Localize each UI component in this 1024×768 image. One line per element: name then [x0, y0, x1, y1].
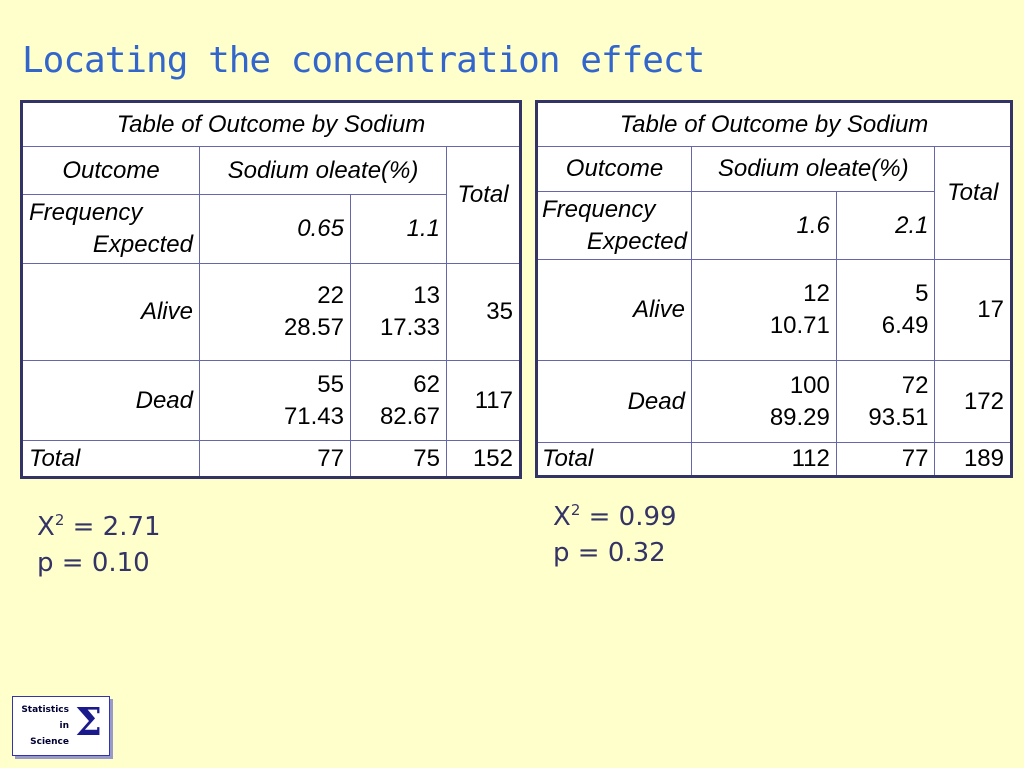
- freq-expected-label: Frequency Expected: [21, 194, 200, 264]
- column-total: 77: [199, 440, 351, 478]
- expected-value: 28.57: [283, 314, 344, 341]
- row-total: 35: [446, 263, 521, 361]
- chi-square-result-1: X2 = 2.71 p = 0.10: [37, 502, 161, 581]
- chi-value: = 0.99: [580, 502, 677, 532]
- chi-square-result-2: X2 = 0.99 p = 0.32: [553, 492, 677, 571]
- table-cell: 100 89.29: [690, 360, 837, 443]
- expected-value: 10.71: [769, 312, 830, 339]
- table-cell: 62 82.67: [350, 360, 447, 441]
- chi-superscript: 2: [54, 511, 65, 529]
- expected-label: Expected: [586, 227, 687, 255]
- column-header: 1.1: [350, 194, 447, 264]
- footer-label: Total: [21, 440, 200, 478]
- table-cell: 13 17.33: [350, 263, 447, 361]
- contingency-table-1: Table of Outcome by Sodium Outcome Sodiu…: [20, 100, 522, 479]
- frequency-value: 55: [317, 370, 344, 398]
- chi-value: = 2.71: [64, 512, 161, 542]
- table-caption: Table of Outcome by Sodium: [536, 101, 1012, 147]
- expected-value: 17.33: [379, 314, 440, 341]
- p-value: p = 0.10: [37, 548, 150, 578]
- table-row: Alive 22 28.57 13 17.33 35: [21, 263, 521, 361]
- frequency-value: 13: [413, 282, 440, 309]
- table-cell: 72 93.51: [835, 360, 936, 443]
- expected-value: 6.49: [881, 312, 929, 339]
- column-header: 2.1: [835, 191, 936, 260]
- contingency-table-2: Table of Outcome by Sodium Outcome Sodiu…: [535, 100, 1013, 478]
- row-total: 172: [934, 360, 1012, 443]
- total-header: Total: [446, 146, 521, 264]
- row-label: Dead: [536, 360, 692, 443]
- column-header: 1.6: [690, 191, 837, 260]
- table-row: Total 112 77 189: [536, 442, 1012, 477]
- statistics-in-science-logo: Statistics in Science Σ: [12, 696, 110, 756]
- table-row: Total 77 75 152: [21, 440, 521, 478]
- chi-square-line: X2 = 2.71: [37, 502, 161, 545]
- grand-total: 152: [446, 440, 521, 478]
- column-total: 75: [350, 440, 447, 478]
- footer-label: Total: [536, 442, 692, 477]
- chi-superscript: 2: [570, 501, 581, 519]
- grand-total: 189: [934, 442, 1012, 477]
- row-total: 117: [446, 360, 521, 441]
- freq-expected-label: Frequency Expected: [536, 191, 692, 260]
- frequency-label: Frequency: [542, 195, 656, 223]
- frequency-value: 22: [317, 282, 344, 309]
- expected-value: 89.29: [769, 403, 830, 431]
- slide-title: Locating the concentration effect: [22, 40, 705, 81]
- sodium-group-header: Sodium oleate(%): [690, 146, 936, 192]
- table-caption: Table of Outcome by Sodium: [21, 101, 521, 147]
- chi-symbol: X: [553, 502, 571, 532]
- sigma-icon: Σ: [75, 699, 102, 744]
- frequency-value: 100: [789, 371, 830, 399]
- outcome-header: Outcome: [21, 146, 200, 195]
- column-total: 112: [690, 442, 837, 477]
- column-header: 0.65: [199, 194, 351, 264]
- column-total: 77: [835, 442, 936, 477]
- table-cell: 5 6.49: [835, 259, 936, 361]
- p-value: p = 0.32: [553, 538, 666, 568]
- logo-line-2: in: [59, 721, 70, 731]
- frequency-value: 5: [915, 280, 929, 307]
- row-total: 17: [934, 259, 1012, 361]
- row-label: Dead: [21, 360, 200, 441]
- logo-line-1: Statistics: [21, 705, 69, 715]
- row-label: Alive: [536, 259, 692, 361]
- total-header: Total: [934, 146, 1012, 260]
- table-cell: 12 10.71: [690, 259, 837, 361]
- chi-symbol: X: [37, 512, 55, 542]
- table-row: Dead 55 71.43 62 82.67 117: [21, 360, 521, 441]
- expected-value: 71.43: [283, 402, 344, 430]
- frequency-value: 62: [413, 370, 440, 398]
- logo-text: Statistics in Science: [21, 702, 69, 750]
- frequency-value: 72: [901, 371, 929, 399]
- frequency-label: Frequency: [29, 199, 143, 226]
- table-cell: 22 28.57: [199, 263, 351, 361]
- logo-line-3: Science: [30, 737, 69, 747]
- table-row: Dead 100 89.29 72 93.51 172: [536, 360, 1012, 443]
- expected-label: Expected: [92, 231, 193, 258]
- sodium-group-header: Sodium oleate(%): [199, 146, 447, 195]
- outcome-header: Outcome: [536, 146, 692, 192]
- expected-value: 93.51: [868, 403, 929, 431]
- row-label: Alive: [21, 263, 200, 361]
- table-cell: 55 71.43: [199, 360, 351, 441]
- chi-square-line: X2 = 0.99: [553, 492, 677, 535]
- frequency-value: 12: [803, 280, 830, 307]
- expected-value: 82.67: [379, 402, 440, 430]
- table-row: Alive 12 10.71 5 6.49 17: [536, 259, 1012, 361]
